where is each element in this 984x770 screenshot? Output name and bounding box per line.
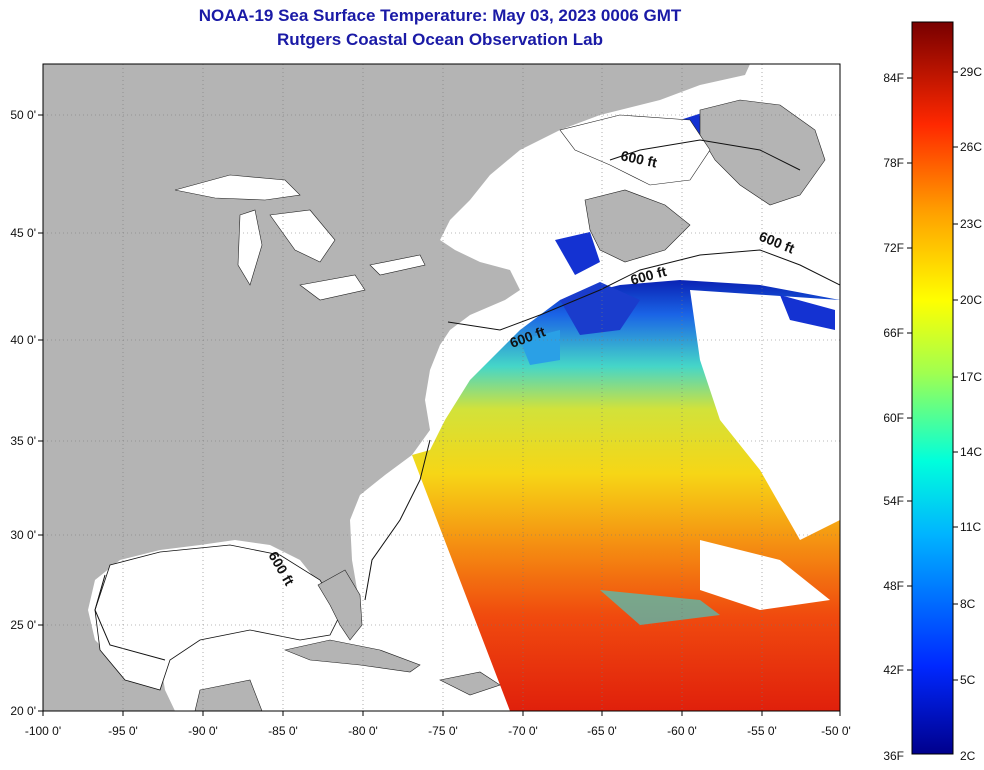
colorbar-f-label: 78F (883, 156, 904, 170)
hispaniola (439, 671, 501, 696)
great-lakes (174, 174, 426, 301)
cloud-cover (520, 282, 840, 625)
colorbar-f-label: 60F (883, 411, 904, 425)
lon-tick-label: -55 0' (747, 724, 777, 738)
lat-tick-label: 45 0' (10, 226, 36, 240)
colorbar-c-label: 17C (960, 370, 982, 384)
lat-tick-label: 40 0' (10, 333, 36, 347)
lon-tick-label: -75 0' (428, 724, 458, 738)
colorbar-c-label: 23C (960, 217, 982, 231)
colorbar-c-label: 11C (960, 520, 981, 534)
colorbar-c-label: 5C (960, 673, 976, 687)
colorbar-f-label: 42F (883, 663, 904, 677)
lon-tick-label: -80 0' (348, 724, 378, 738)
600ft-isobath (94, 139, 840, 661)
cuba (283, 639, 421, 673)
colorbar-ticks (907, 71, 958, 681)
map-title: NOAA-19 Sea Surface Temperature: May 03,… (198, 6, 682, 25)
colorbar-c-label: 14C (960, 445, 982, 459)
lon-tick-label: -65 0' (587, 724, 617, 738)
axis-ticks (38, 114, 841, 716)
colorbar (911, 21, 954, 755)
colorbar-f-label: 54F (883, 494, 904, 508)
map-frame (42, 63, 841, 712)
lon-tick-label: -90 0' (188, 724, 218, 738)
colorbar-c-label: 2C (960, 749, 976, 763)
colorbar-c-label: 20C (960, 293, 982, 307)
yucatan (194, 679, 263, 711)
lon-tick-label: -100 0' (25, 724, 61, 738)
lat-lon-grid (43, 64, 840, 711)
lat-tick-label: 20 0' (10, 704, 36, 718)
colorbar-c-label: 8C (960, 597, 976, 611)
colorbar-c-label: 26C (960, 140, 982, 154)
contour-label: 600 ft (619, 147, 658, 170)
lat-tick-label: 35 0' (10, 434, 36, 448)
north-america-land (43, 64, 750, 711)
maritimes (584, 189, 691, 263)
lat-tick-label: 25 0' (10, 618, 36, 632)
lon-tick-label: -50 0' (821, 724, 851, 738)
map-subtitle: Rutgers Coastal Ocean Observation Lab (277, 30, 603, 49)
colorbar-f-label: 36F (883, 749, 904, 763)
lon-tick-label: -60 0' (667, 724, 697, 738)
lon-tick-label: -85 0' (268, 724, 298, 738)
colorbar-f-label: 48F (883, 579, 904, 593)
gulf-of-mexico (94, 544, 341, 691)
colorbar-f-label: 72F (883, 241, 904, 255)
lon-tick-label: -95 0' (108, 724, 138, 738)
colorbar-c-label: 29C (960, 65, 982, 79)
st-lawrence-gulf (559, 114, 711, 186)
colorbar-f-label: 66F (883, 326, 904, 340)
newfoundland (699, 99, 826, 206)
colorbar-f-label: 84F (883, 71, 904, 85)
lat-tick-label: 30 0' (10, 528, 36, 542)
lon-tick-label: -70 0' (508, 724, 538, 738)
florida (317, 569, 363, 641)
lat-tick-label: 50 0' (10, 108, 36, 122)
